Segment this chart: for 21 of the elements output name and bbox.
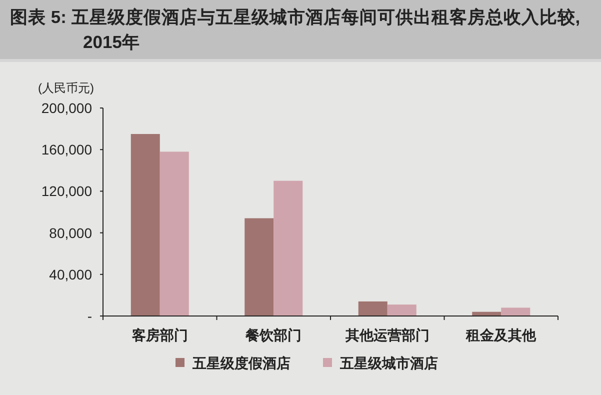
bar — [160, 152, 189, 316]
y-tick-label: - — [87, 308, 92, 324]
bar — [501, 308, 530, 316]
bar — [387, 304, 416, 316]
y-axis-title: (人民币元) — [38, 81, 94, 95]
x-tick-label: 租金及其他 — [465, 327, 538, 343]
bar — [244, 218, 274, 316]
y-tick-label: 80,000 — [49, 224, 92, 241]
legend-label: 五星级度假酒店 — [192, 355, 290, 371]
y-tick-label: 160,000 — [41, 142, 92, 158]
x-tick-label: 其他运营部门 — [344, 327, 430, 343]
x-tick-label: 客房部门 — [130, 327, 188, 343]
chart-title: 图表 5: 五星级度假酒店与五星级城市酒店每间可供出租客房总收入比较, 2015年 — [10, 6, 582, 54]
y-tick-label: 120,000 — [41, 183, 92, 200]
bar — [274, 180, 303, 316]
bar — [358, 301, 388, 316]
y-tick-label: 40,000 — [49, 266, 92, 282]
bar — [130, 134, 160, 316]
y-tick-label: 200,000 — [41, 100, 92, 116]
x-tick-label: 餐饮部门 — [244, 327, 302, 343]
legend-label: 五星级城市酒店 — [339, 355, 438, 371]
